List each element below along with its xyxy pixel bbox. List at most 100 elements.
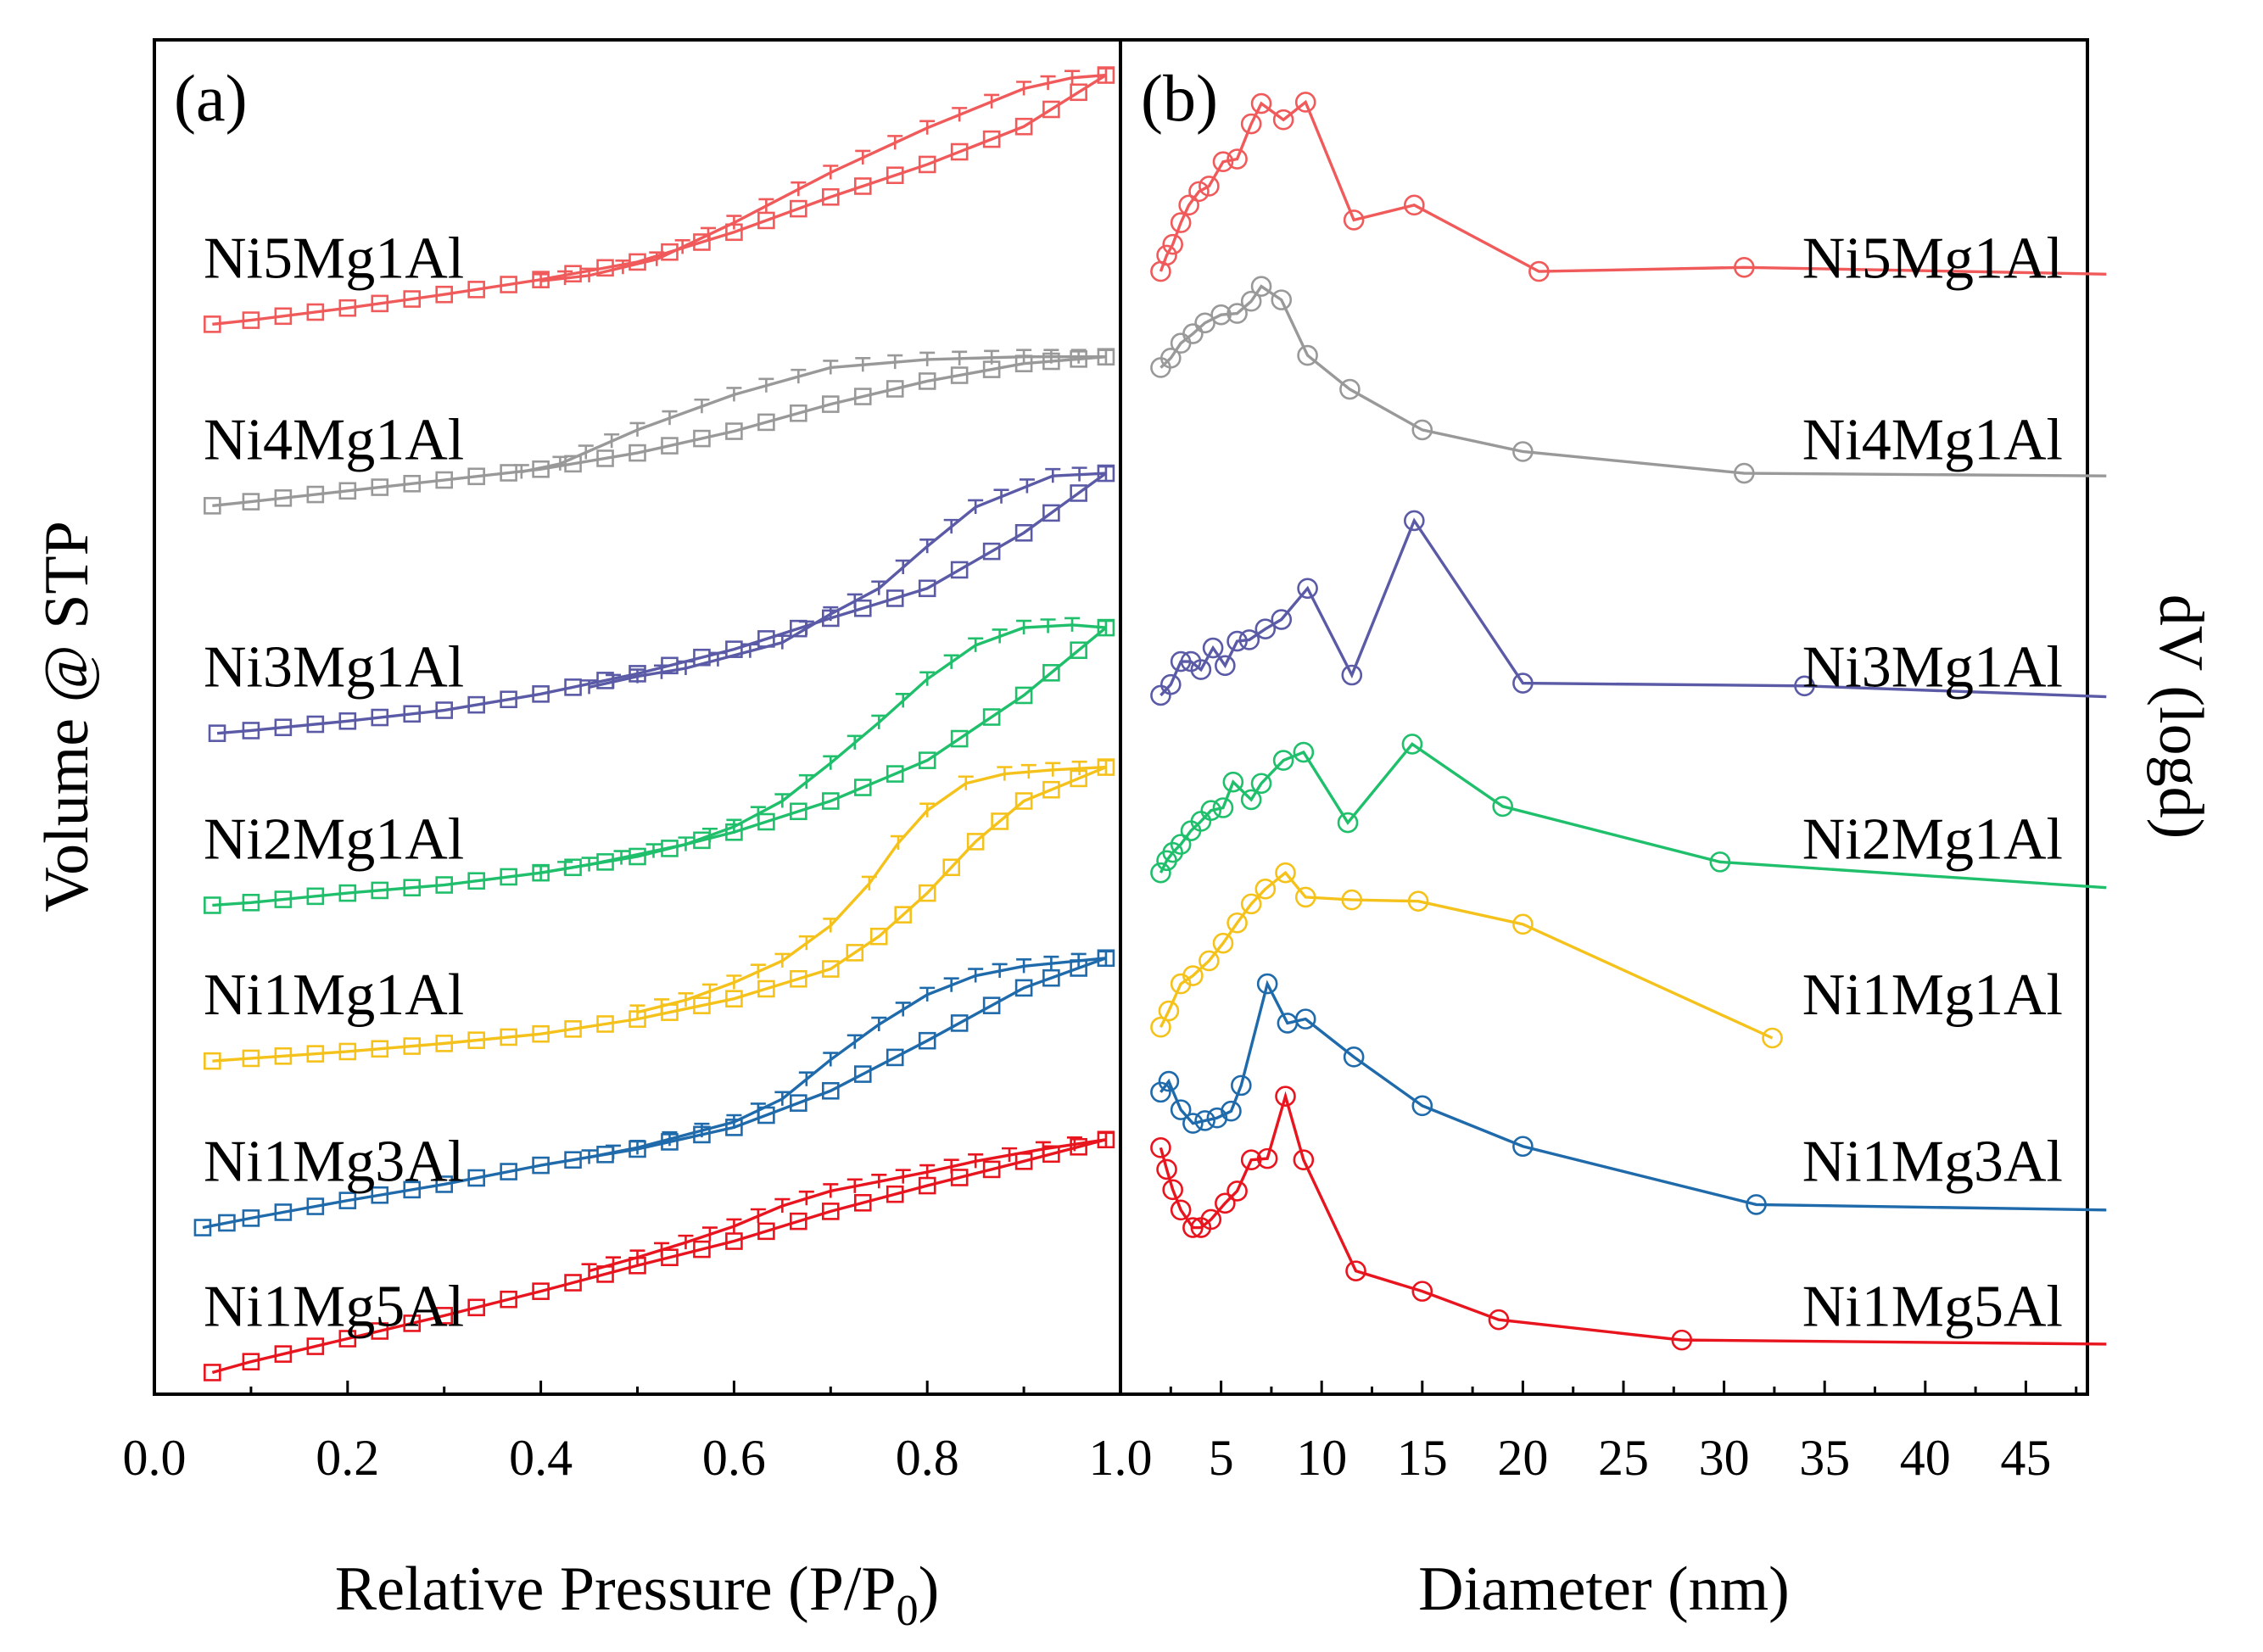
ni5mg1al-desorption-point <box>1016 81 1032 96</box>
ni1mg1al-adsorption-point <box>1042 780 1060 799</box>
ni4mg1al-adsorption-point <box>757 413 775 432</box>
ni2mg1al-adsorption-point <box>1014 686 1033 705</box>
ni5mg1al-desorption-point <box>984 93 1000 109</box>
ni1mg1al-psd-point <box>1240 893 1262 915</box>
ni2mg1al-desorption-point <box>645 843 662 858</box>
ni4mg1al-desorption-point <box>578 444 594 460</box>
ni3mg1al-adsorption-point <box>564 678 582 696</box>
ni1mg1al-adsorption-point <box>894 906 913 924</box>
ni2mg1al-adsorption-point <box>435 876 454 894</box>
ni2mg1al-adsorption-line <box>212 626 1107 907</box>
ni2mg1al-adsorption-point <box>242 893 260 912</box>
ni3mg1al-adsorption-point <box>338 712 357 730</box>
ni1mg3al-desorption-point <box>992 963 1008 978</box>
ni3mg1al-desorption-point <box>798 620 814 635</box>
isotherm-series: Ni5Mg1Al Ni4Mg1Al Ni3Mg1Al Ni2Mg1Al Ni1Mg1Al… <box>193 66 1115 1381</box>
ni1mg1al-adsorption-point <box>435 1035 454 1052</box>
ni2mg1al-psd-point <box>1162 841 1183 863</box>
label-b-ni1mg5al: Ni1Mg5Al <box>1802 1274 2063 1339</box>
ni5mg1al-adsorption-point <box>274 307 293 326</box>
ni5mg1al-adsorption-point <box>790 199 807 218</box>
ni1mg5al-psd-point <box>1293 1149 1315 1171</box>
ni1mg1al-desorption-point <box>774 952 791 968</box>
ni5mg1al-adsorption-point <box>371 294 389 313</box>
ni1mg3al-psd-point <box>1231 1074 1252 1097</box>
ni1mg1al-psd-point <box>1341 889 1363 911</box>
ni3mg1al-adsorption-point <box>886 589 904 607</box>
ni3mg1al-desorption-point <box>774 634 791 650</box>
ni2mg1al-psd-point <box>1337 812 1359 834</box>
ni2mg1al-adsorption-point <box>982 708 1001 726</box>
ni1mg5al-psd-point <box>1162 1179 1183 1201</box>
ni1mg3al-adsorption-point <box>218 1214 236 1232</box>
series-ni2mg1al-psd <box>1150 734 2107 890</box>
ni1mg3al-desorption-point <box>1043 955 1059 971</box>
ni1mg5al-desorption-point <box>895 1169 911 1184</box>
panel-label-b: (b) <box>1141 61 1218 135</box>
ni1mg3al-desorption-point <box>847 1034 863 1049</box>
ni1mg5al-psd-point <box>1275 1086 1296 1107</box>
ni5mg1al-adsorption-point <box>821 187 840 206</box>
label-b-ni4mg1al: Ni4Mg1Al <box>1802 407 2063 472</box>
ni4mg1al-desorption-point <box>604 433 620 449</box>
ni1mg1al-desorption-point <box>1098 759 1114 774</box>
series-ni1mg5al-isotherm <box>204 1130 1115 1381</box>
ni4mg1al-psd-point <box>1250 276 1272 297</box>
series-ni3mg1al-isotherm <box>208 464 1115 742</box>
ni1mg5al-adsorption-point <box>1070 1137 1087 1156</box>
ni4mg1al-desorption-point <box>629 421 645 437</box>
ni4mg1al-adsorption-point <box>629 444 646 462</box>
ni2mg1al-psd-point <box>1200 800 1222 821</box>
ni4mg1al-adsorption-point <box>371 478 389 496</box>
ni1mg3al-adsorption-point <box>500 1163 517 1180</box>
ni3mg1al-desorption-point <box>629 668 645 684</box>
ni1mg5al-desorption-point <box>774 1197 791 1214</box>
ni5mg1al-adsorption-point <box>467 281 485 299</box>
ni4mg1al-psd-point <box>1160 347 1182 369</box>
ni4mg1al-psd-point <box>1226 303 1248 324</box>
ni1mg3al-psd-point <box>1170 1099 1192 1120</box>
ni5mg1al-desorption-point <box>557 270 573 286</box>
ni1mg5al-desorption-point <box>968 1153 984 1169</box>
x-tick-label: 30 <box>1699 1430 1750 1486</box>
ni2mg1al-adsorption-point <box>274 890 293 908</box>
ni5mg1al-desorption-point <box>1064 70 1081 85</box>
ni1mg5al-adsorption-point <box>790 1212 807 1231</box>
ni1mg5al-adsorption-point <box>403 1314 422 1332</box>
ni2mg1al-adsorption-point <box>371 881 389 900</box>
ni5mg1al-adsorption-point <box>1070 83 1087 102</box>
ni2mg1al-desorption-point <box>1016 619 1032 635</box>
ni5mg1al-desorption-point <box>952 107 968 122</box>
ni1mg5al-adsorption-point <box>467 1298 485 1317</box>
ni2mg1al-psd-point <box>1293 741 1315 763</box>
ni2mg1al-desorption-point <box>895 693 911 708</box>
label-a-ni5mg1al: Ni5Mg1Al <box>204 226 464 291</box>
ni1mg3al-adsorption-point <box>1042 968 1060 987</box>
ni2mg1al-desorption-point <box>1040 618 1056 633</box>
ni4mg1al-adsorption-point <box>853 388 872 405</box>
ni1mg1al-desorption-point <box>891 834 907 851</box>
ni4mg1al-desorption-point <box>726 387 742 402</box>
ni2mg1al-psd-point <box>1250 773 1272 795</box>
ni3mg1al-psd-point <box>1160 673 1182 695</box>
ni5mg1al-psd-point <box>1212 151 1234 173</box>
ni3mg1al-adsorption-point <box>725 640 743 658</box>
ni1mg3al-adsorption-point <box>467 1169 485 1187</box>
ni3mg1al-desorption-point <box>1098 465 1114 481</box>
ni5mg1al-adsorption-point <box>306 303 325 321</box>
ni4mg1al-adsorption-point <box>725 422 743 440</box>
ni2mg1al-psd-point <box>1240 789 1262 811</box>
ni3mg1al-adsorption-point <box>403 705 422 723</box>
ni3mg1al-psd-point <box>1238 629 1260 650</box>
ni3mg1al-adsorption-point <box>467 695 485 714</box>
ni3mg1al-adsorption-point <box>242 722 260 739</box>
ni2mg1al-desorption-point <box>750 806 766 821</box>
ni1mg3al-adsorption-point <box>435 1175 454 1193</box>
ni1mg1al-psd-point <box>1275 862 1296 884</box>
ni2mg1al-psd-point <box>1222 771 1244 793</box>
ni1mg3al-psd-point <box>1158 1070 1180 1092</box>
ni1mg5al-adsorption-point <box>853 1193 872 1212</box>
series-ni1mg5al-psd <box>1150 1086 2107 1351</box>
ni1mg5al-desorption-point <box>581 1263 597 1278</box>
